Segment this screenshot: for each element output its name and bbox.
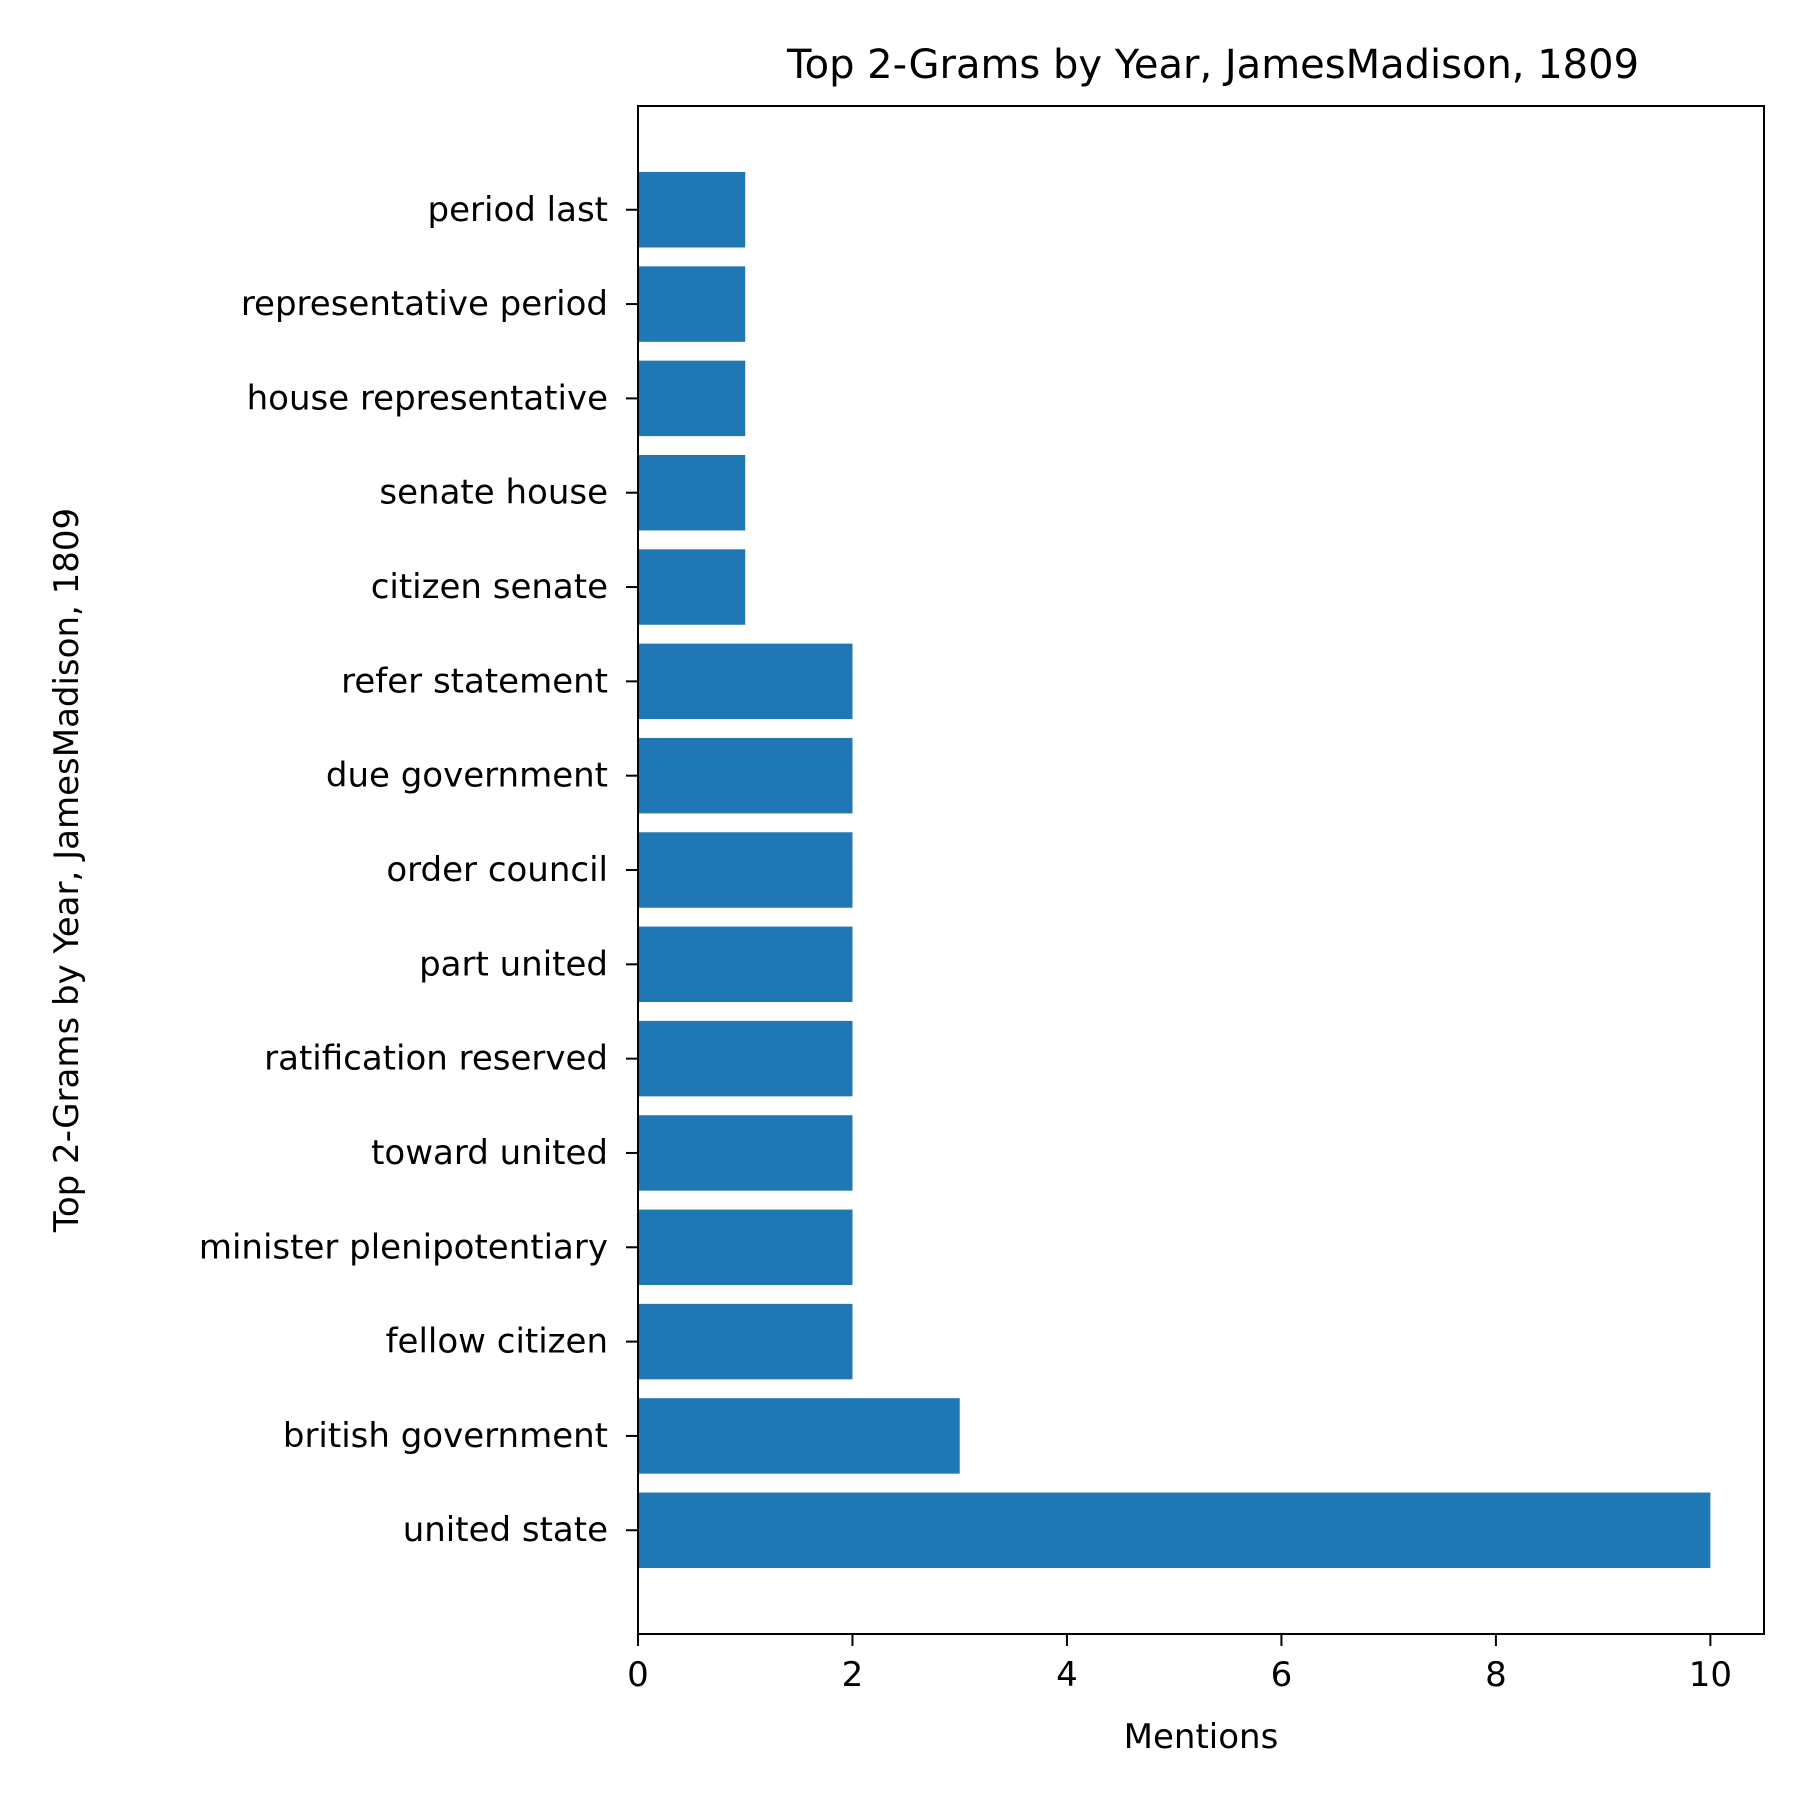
x-axis-label: Mentions	[1124, 1717, 1279, 1757]
y-tick-label: toward united	[371, 1133, 608, 1173]
y-tick-label: refer statement	[341, 661, 608, 701]
x-tick-label: 0	[627, 1655, 649, 1695]
y-tick-label: senate house	[379, 473, 608, 513]
bar-period-last	[638, 172, 746, 248]
bar-toward-united	[638, 1115, 853, 1191]
bar-refer-statement	[638, 643, 853, 720]
y-tick-label: representative period	[241, 284, 608, 324]
y-tick-label: due government	[326, 756, 608, 796]
x-tick-label: 10	[1689, 1655, 1732, 1695]
x-tick-label: 8	[1485, 1655, 1507, 1695]
y-tick-label: period last	[428, 190, 608, 230]
chart-title: Top 2-Grams by Year, JamesMadison, 1809	[786, 42, 1639, 88]
y-axis-ticks: united state british government fellow cit…	[199, 190, 638, 1550]
y-axis-label: Top 2-Grams by Year, JamesMadison, 1809	[47, 508, 87, 1233]
y-tick-label: minister plenipotentiary	[199, 1227, 608, 1267]
bar-due-government	[638, 737, 853, 814]
y-tick-label: ratification reserved	[264, 1039, 608, 1079]
plot-area-frame	[637, 105, 1765, 1635]
y-tick-label: british government	[283, 1416, 608, 1456]
bar-part-united	[638, 926, 853, 1003]
bar-british-government	[638, 1398, 960, 1474]
x-tick-label: 6	[1271, 1655, 1293, 1695]
bar-order-council	[638, 832, 853, 908]
bars-layer	[638, 172, 1711, 1568]
x-axis-ticks: 0 2 4 6 8 10	[627, 1634, 1732, 1695]
bar-senate-house	[638, 454, 746, 531]
y-tick-label: fellow citizen	[386, 1322, 608, 1362]
bar-fellow-citizen	[638, 1303, 853, 1380]
bar-united-state	[638, 1492, 1711, 1568]
y-tick-label: united state	[403, 1510, 608, 1550]
bar-representative-period	[638, 266, 746, 342]
y-tick-label: house representative	[247, 378, 608, 418]
x-tick-label: 2	[842, 1655, 864, 1695]
y-tick-label: part united	[419, 944, 608, 984]
bar-minister-plenipotentiary	[638, 1209, 853, 1286]
bar-house-representative	[638, 360, 746, 437]
y-tick-label: citizen senate	[371, 567, 608, 607]
bar-citizen-senate	[638, 549, 746, 625]
bar-ratification-reserved	[638, 1020, 853, 1097]
x-tick-label: 4	[1056, 1655, 1078, 1695]
y-tick-label: order council	[386, 850, 608, 890]
